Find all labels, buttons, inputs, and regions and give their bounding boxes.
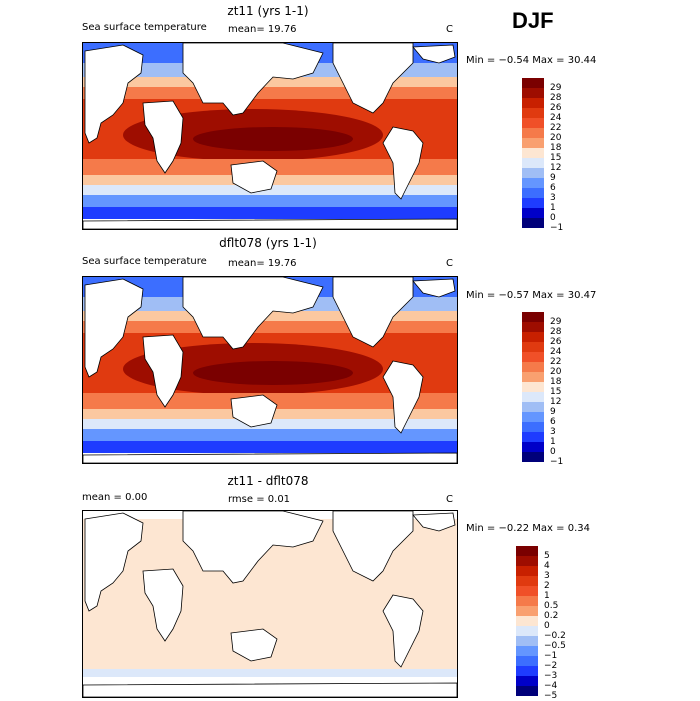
colorbar-label: −0.5 bbox=[544, 641, 566, 651]
colorbar-label: 26 bbox=[550, 337, 562, 347]
panel3-mean: mean = 0.00 bbox=[82, 492, 148, 503]
colorbar-label: 9 bbox=[550, 407, 556, 417]
colorbar-label: 0 bbox=[550, 447, 556, 457]
colorbar-label: 24 bbox=[550, 113, 562, 123]
panel3-rmse: rmse = 0.01 bbox=[228, 494, 291, 505]
colorbar-label: 3 bbox=[550, 427, 556, 437]
colorbar-label: 15 bbox=[550, 153, 562, 163]
colorbar-label: −2 bbox=[544, 661, 558, 671]
panel1-minmax: Min = −0.54 Max = 30.44 bbox=[466, 55, 597, 66]
colorbar-label: 4 bbox=[544, 561, 550, 571]
colorbar-label: 26 bbox=[550, 103, 562, 113]
panel2-title: dflt078 (yrs 1-1) bbox=[219, 236, 317, 250]
colorbar-label: −0.2 bbox=[544, 631, 566, 641]
panel3-units: C bbox=[446, 494, 453, 505]
panel2-units: C bbox=[446, 258, 453, 269]
colorbar-label: 1 bbox=[550, 437, 556, 447]
colorbar-label: 15 bbox=[550, 387, 562, 397]
colorbar-label: 22 bbox=[550, 123, 562, 133]
colorbar-label: 3 bbox=[544, 571, 550, 581]
panel2-map bbox=[82, 276, 458, 464]
colorbar-label: 5 bbox=[544, 551, 550, 561]
panel2-minmax: Min = −0.57 Max = 30.47 bbox=[466, 290, 597, 301]
colorbar-label: −4 bbox=[544, 681, 558, 691]
colorbar-label: 0.5 bbox=[544, 601, 559, 611]
colorbar-label: 20 bbox=[550, 133, 562, 143]
colorbar-label: 20 bbox=[550, 367, 562, 377]
colorbar-label: 0 bbox=[544, 621, 550, 631]
colorbar-label: 1 bbox=[544, 591, 550, 601]
season-label: DJF bbox=[512, 8, 554, 33]
colorbar-label: 6 bbox=[550, 417, 556, 427]
panel3-minmax: Min = −0.22 Max = 0.34 bbox=[466, 523, 590, 534]
colorbar-label: 18 bbox=[550, 143, 562, 153]
panel3-diff-field bbox=[83, 511, 457, 697]
panel1-units: C bbox=[446, 24, 453, 35]
colorbar-label: 3 bbox=[550, 193, 556, 203]
colorbar-label: −5 bbox=[544, 691, 558, 701]
colorbar-label: 28 bbox=[550, 93, 562, 103]
colorbar-label: 0 bbox=[550, 213, 556, 223]
panel1-title: zt11 (yrs 1-1) bbox=[227, 4, 309, 18]
panel1-sst-field bbox=[83, 43, 457, 229]
colorbar-label: 28 bbox=[550, 327, 562, 337]
colorbar-label: 22 bbox=[550, 357, 562, 367]
colorbar-label: 29 bbox=[550, 317, 562, 327]
panel1-mean: mean= 19.76 bbox=[228, 24, 297, 35]
colorbar-label: 12 bbox=[550, 397, 562, 407]
colorbar-label: −1 bbox=[550, 223, 564, 233]
panel2-mean: mean= 19.76 bbox=[228, 258, 297, 269]
panel3-title: zt11 - dflt078 bbox=[227, 474, 309, 488]
colorbar-label: 18 bbox=[550, 377, 562, 387]
panel2-variable: Sea surface temperature bbox=[82, 256, 207, 267]
colorbar-label: 24 bbox=[550, 347, 562, 357]
panel1-variable: Sea surface temperature bbox=[82, 22, 207, 33]
colorbar-label: −1 bbox=[550, 457, 564, 467]
panel1-map bbox=[82, 42, 458, 230]
colorbar-label: 29 bbox=[550, 83, 562, 93]
colorbar-label: 9 bbox=[550, 173, 556, 183]
panel2-sst-field bbox=[83, 277, 457, 463]
colorbar-label: −1 bbox=[544, 651, 558, 661]
colorbar-label: 0.2 bbox=[544, 611, 559, 621]
colorbar-label: −3 bbox=[544, 671, 558, 681]
colorbar-label: 1 bbox=[550, 203, 556, 213]
colorbar-label: 2 bbox=[544, 581, 550, 591]
colorbar-label: 6 bbox=[550, 183, 556, 193]
panel3-map bbox=[82, 510, 458, 698]
colorbar-label: 12 bbox=[550, 163, 562, 173]
